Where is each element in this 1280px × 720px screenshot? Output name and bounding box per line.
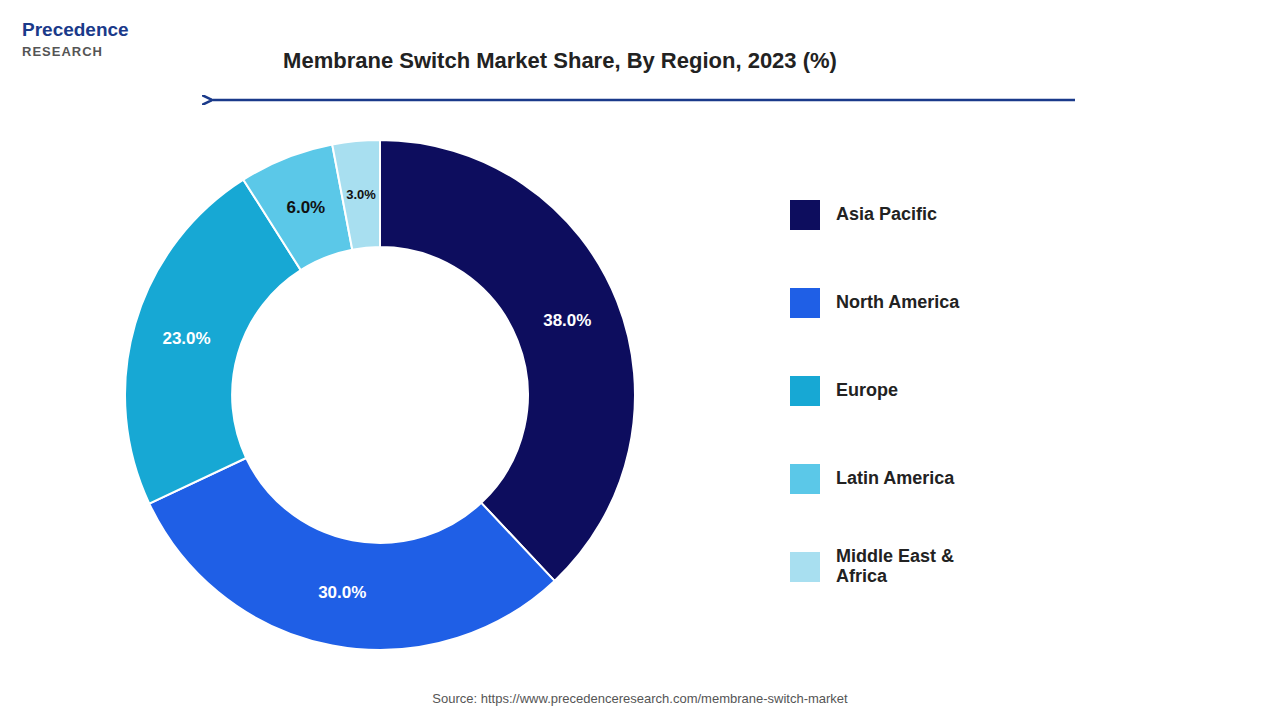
legend-swatch — [790, 464, 820, 494]
data-labels: 38.0% 30.0% 23.0% 6.0% 3.0% — [162, 187, 591, 602]
legend-label: Middle East &Africa — [836, 546, 954, 586]
data-label: 3.0% — [346, 187, 376, 202]
chart: Membrane Switch Market Share, By Region,… — [0, 0, 1280, 720]
legend-label: Asia Pacific — [836, 204, 937, 224]
logo-text: Precedence — [22, 19, 129, 40]
background — [0, 0, 1280, 720]
legend-swatch — [790, 552, 820, 582]
legend-label: Europe — [836, 380, 898, 400]
data-label: 30.0% — [318, 583, 366, 602]
data-label: 6.0% — [286, 198, 325, 217]
logo-text: RESEARCH — [22, 44, 103, 59]
title: Membrane Switch Market Share, By Region,… — [283, 48, 837, 73]
chart-container: Membrane Switch Market Share, By Region,… — [0, 0, 1280, 720]
decor-arrow — [210, 99, 1075, 102]
legend-label: Latin America — [836, 468, 955, 488]
legend-swatch — [790, 200, 820, 230]
legend: Asia Pacific North America Europe Latin Ame… — [790, 200, 960, 586]
slice — [380, 140, 635, 581]
legend-label: North America — [836, 292, 960, 312]
source-note: Source: https://www.precedenceresearch.c… — [432, 691, 848, 706]
data-label: 38.0% — [543, 311, 591, 330]
slices — [125, 140, 635, 650]
slice — [149, 458, 554, 650]
data-label: 23.0% — [162, 329, 210, 348]
slice — [332, 140, 380, 250]
legend-swatch — [790, 376, 820, 406]
legend-swatch — [790, 288, 820, 318]
